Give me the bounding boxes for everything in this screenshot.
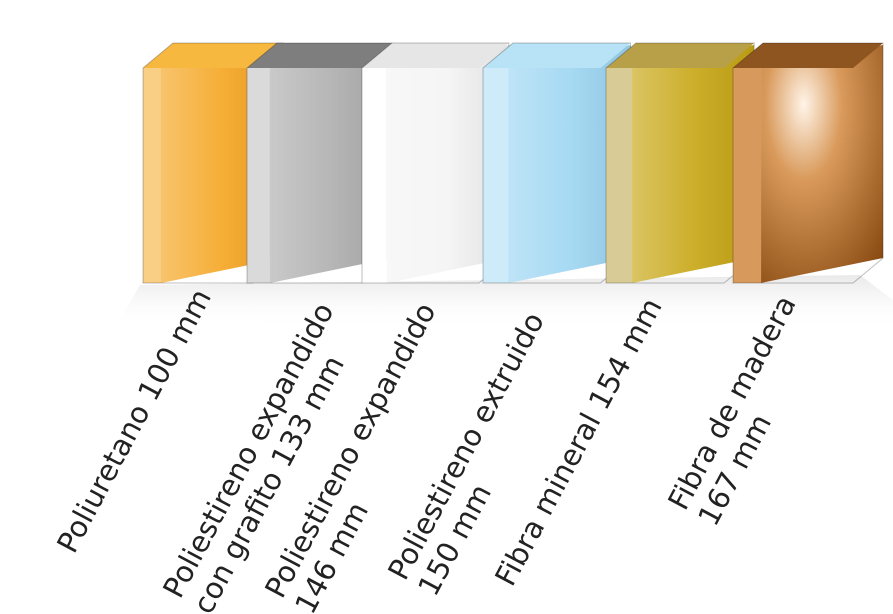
panel-outline	[732, 42, 884, 284]
insulation-panel	[361, 42, 510, 284]
panel-top	[362, 43, 509, 68]
panel-side	[143, 68, 161, 283]
panel-shine	[632, 45, 755, 283]
panel-side	[247, 68, 270, 283]
insulation-panels	[142, 42, 884, 284]
insulation-panel	[482, 42, 631, 284]
panel-front	[761, 45, 884, 283]
panel-top	[247, 43, 392, 68]
panel-side	[483, 68, 509, 283]
panel-top	[733, 43, 884, 68]
insulation-panel	[732, 42, 884, 284]
panel-side	[362, 68, 387, 283]
panel-top	[483, 43, 631, 68]
panel-top	[143, 43, 283, 68]
panel-shine	[508, 45, 631, 283]
insulation-panel	[246, 42, 393, 284]
floor-shadow	[120, 275, 893, 330]
panel-top	[606, 43, 755, 68]
insulation-panel	[605, 42, 755, 284]
panel-side	[733, 68, 762, 283]
panel-shine	[386, 45, 509, 283]
panel-shine	[269, 45, 392, 283]
panel-side	[606, 68, 633, 283]
